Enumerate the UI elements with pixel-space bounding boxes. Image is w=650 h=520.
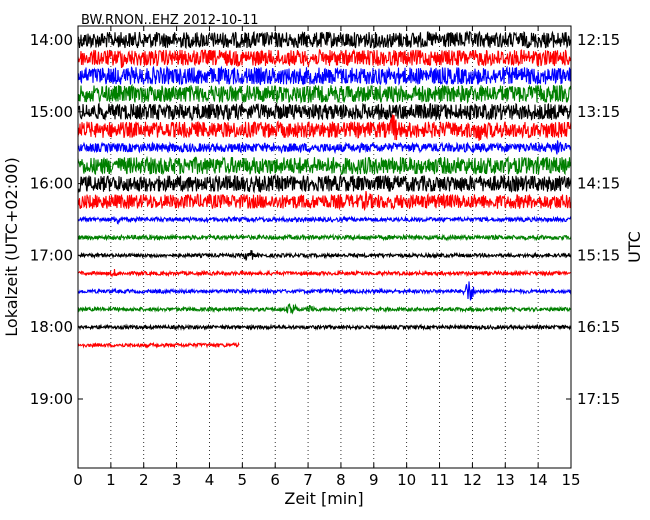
y-tick-label-left-2: 16:00 [30, 175, 73, 193]
x-tick-label-2: 2 [139, 471, 149, 489]
plot-frame [77, 25, 572, 469]
y-tick-label-left-4: 18:00 [30, 318, 73, 336]
x-tick-label-9: 9 [369, 471, 379, 489]
x-tick-label-5: 5 [238, 471, 248, 489]
trace-1745 [77, 303, 572, 315]
y-tick-label-left-5: 19:00 [30, 390, 73, 408]
x-tick-label-3: 3 [172, 471, 182, 489]
trace-1545 [77, 155, 572, 176]
trace-1815 [77, 341, 240, 349]
x-tick-label-7: 7 [303, 471, 313, 489]
vertical-gridlines [110, 26, 539, 468]
trace-1430 [77, 65, 572, 86]
trace-1630 [77, 215, 572, 225]
x-tick-label-10: 10 [397, 471, 416, 489]
x-tick-label-0: 0 [73, 471, 83, 489]
trace-1530 [77, 140, 572, 155]
trace-1515 [77, 114, 572, 141]
y-tick-label-left-0: 14:00 [30, 31, 73, 49]
y-tick-label-right-0: 12:15 [577, 31, 620, 49]
y-axis-label-left: Lokalzeit (UTC+02:00) [2, 157, 21, 336]
y-tick-label-right-4: 16:15 [577, 318, 620, 336]
x-tick-label-11: 11 [430, 471, 449, 489]
trace-1800 [77, 323, 572, 332]
trace-1400 [77, 30, 572, 50]
y-tick-label-right-1: 13:15 [577, 103, 620, 121]
trace-1700 [77, 250, 572, 261]
y-tick-label-left-1: 15:00 [30, 103, 73, 121]
x-tick-label-15: 15 [561, 471, 580, 489]
x-tick-label-13: 13 [496, 471, 515, 489]
chart-title: BW.RNON..EHZ 2012-10-11 [81, 13, 259, 28]
x-tick-label-6: 6 [270, 471, 280, 489]
x-tick-label-1: 1 [106, 471, 116, 489]
trace-1615 [77, 191, 572, 212]
x-tick-label-12: 12 [463, 471, 482, 489]
seismic-traces [77, 30, 572, 349]
x-tick-label-14: 14 [529, 471, 548, 489]
y-tick-label-right-2: 14:15 [577, 175, 620, 193]
trace-1600 [77, 174, 572, 194]
trace-1715 [77, 269, 572, 278]
x-tick-label-4: 4 [205, 471, 215, 489]
axis-ticks [77, 26, 572, 468]
x-tick-label-8: 8 [336, 471, 346, 489]
y-tick-label-left-3: 17:00 [30, 246, 73, 264]
trace-1645 [77, 233, 572, 242]
trace-1415 [77, 48, 572, 69]
trace-1445 [77, 83, 572, 105]
x-axis-label: Zeit [min] [284, 489, 363, 508]
trace-1500 [77, 101, 572, 122]
y-tick-label-right-5: 17:15 [577, 390, 620, 408]
trace-1730 [77, 281, 572, 301]
y-axis-label-right: UTC [625, 231, 644, 263]
y-tick-label-right-3: 15:15 [577, 246, 620, 264]
